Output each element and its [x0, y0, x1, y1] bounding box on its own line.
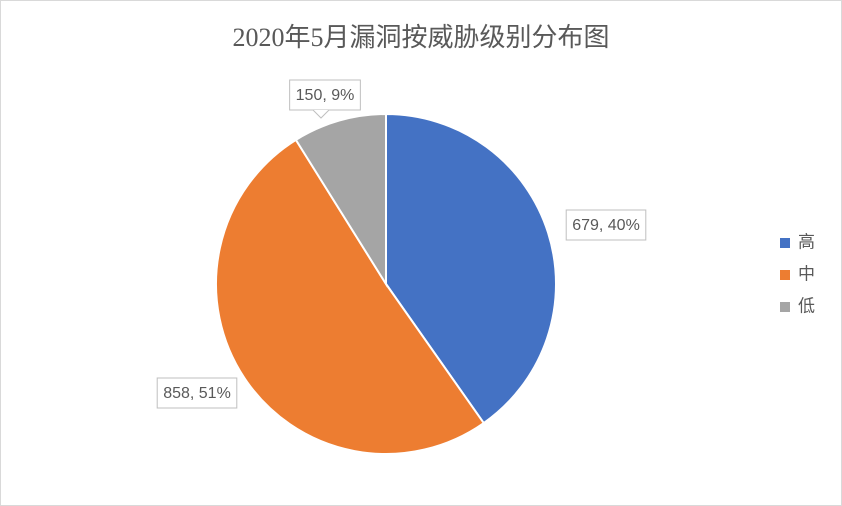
legend-swatch [780, 270, 790, 280]
pie-slice [385, 112, 557, 425]
legend-swatch [780, 302, 790, 312]
pie-slice [294, 112, 387, 288]
chart-title: 2020年5月漏洞按威胁级别分布图 [232, 23, 609, 52]
legend-label: 中 [798, 264, 815, 283]
data-label-box [289, 79, 361, 111]
data-label: 858, 51% [163, 385, 231, 402]
pie-slice [215, 138, 486, 455]
legend-label: 低 [798, 296, 815, 315]
data-label: 679, 40% [572, 217, 640, 234]
data-label-box [156, 377, 238, 409]
data-label: 150, 9% [296, 87, 355, 104]
data-label-box [565, 209, 647, 241]
legend-swatch [780, 238, 790, 248]
label-pointer [312, 109, 330, 119]
legend-label: 高 [798, 232, 815, 251]
